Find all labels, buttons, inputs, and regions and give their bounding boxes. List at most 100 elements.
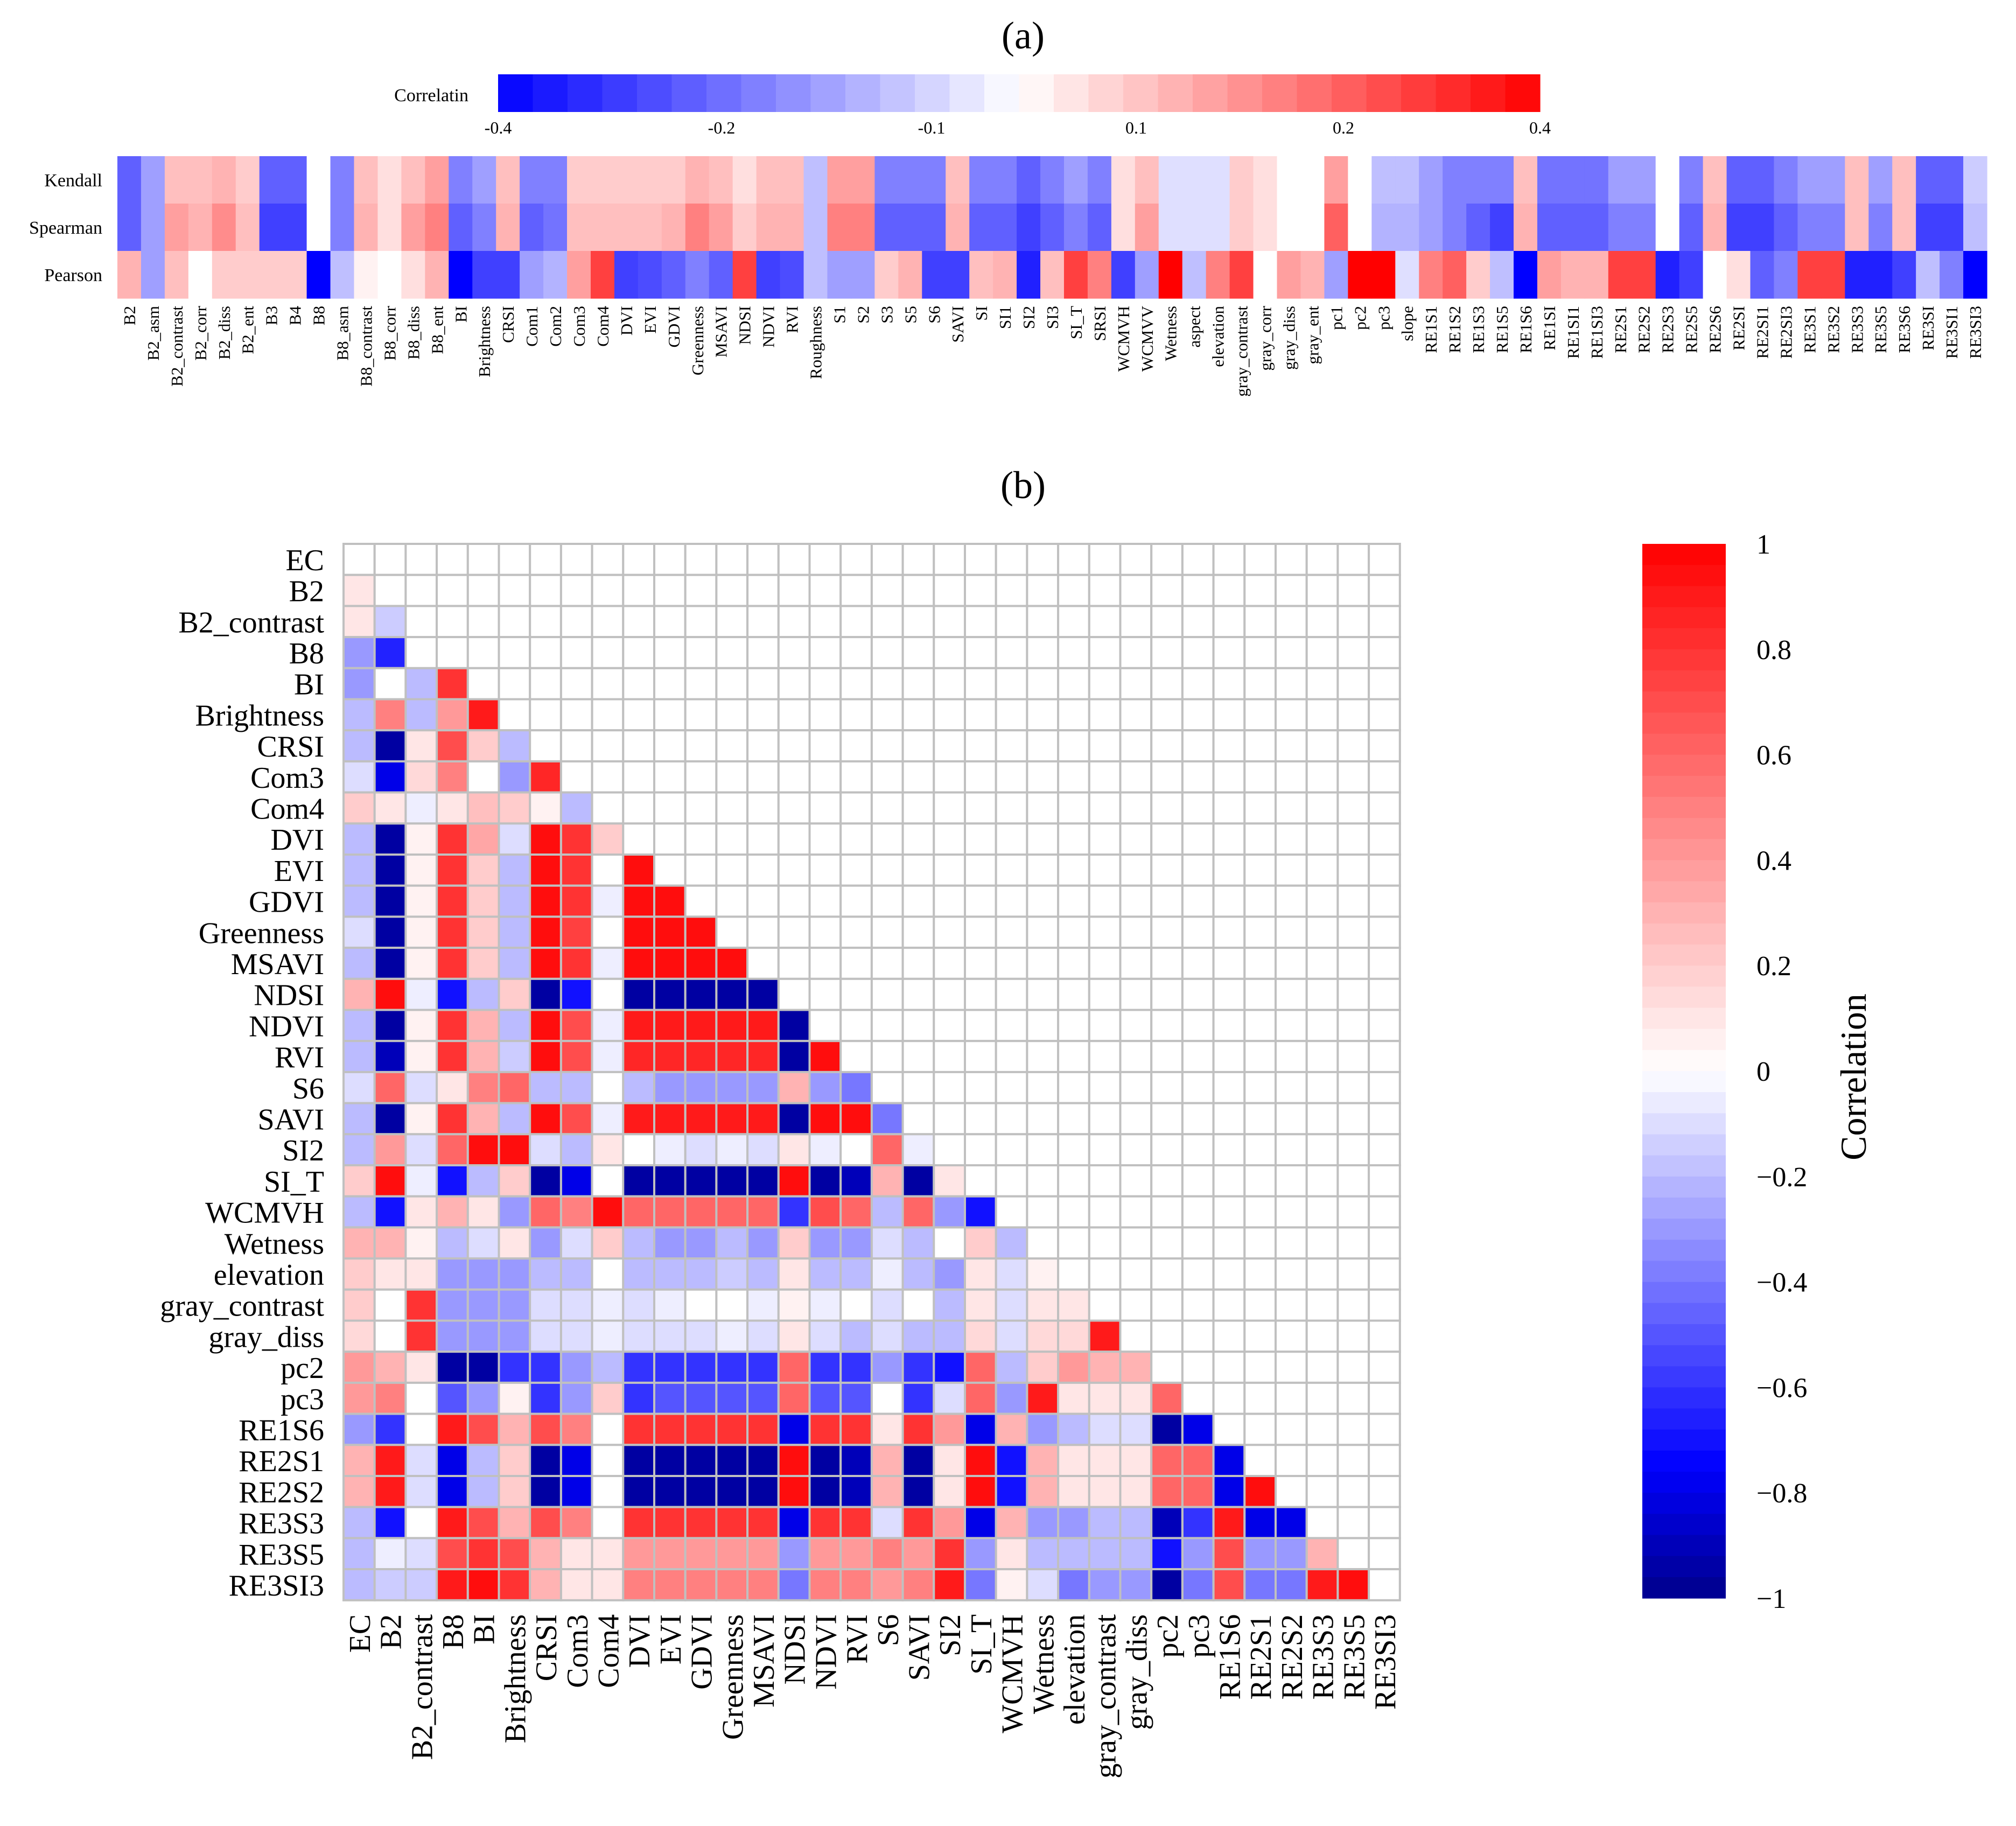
heatmap-b-cell [746, 1164, 780, 1198]
heatmap-a-cell [1632, 251, 1656, 299]
colorbar-b-tick-label: 0.2 [1756, 951, 1791, 982]
heatmap-b-cell [1181, 1257, 1215, 1291]
heatmap-b-cell [964, 884, 997, 918]
heatmap-b-cell [1119, 698, 1153, 732]
colorbar-a-step [602, 74, 638, 112]
heatmap-a-cell [1490, 251, 1514, 299]
heatmap-b-cell [1275, 1164, 1308, 1198]
heatmap-a-cell [330, 156, 355, 204]
heatmap-b-cell [715, 1319, 749, 1353]
heatmap-a-column-label: SI_T [1067, 306, 1086, 339]
heatmap-a-cell [1560, 156, 1585, 204]
heatmap-b-cell [373, 1568, 407, 1601]
heatmap-b-cell [777, 1071, 811, 1104]
heatmap-b-cell [995, 1040, 1028, 1073]
heatmap-b-cell [1275, 1475, 1308, 1508]
heatmap-b-cell [466, 977, 500, 1011]
heatmap-b-cell [436, 1288, 469, 1322]
colorbar-a-tick-label: 0.4 [1529, 118, 1551, 137]
heatmap-b-cell [808, 573, 842, 607]
heatmap-b-cell [684, 822, 718, 856]
heatmap-b-cell [559, 822, 593, 856]
heatmap-b-cell [1119, 977, 1153, 1011]
heatmap-b-cell [933, 1319, 967, 1353]
heatmap-a-column-label: SI2 [1019, 306, 1038, 329]
heatmap-a-cell [188, 156, 213, 204]
heatmap-a-cell [354, 156, 379, 204]
heatmap-b-cell [964, 1133, 997, 1167]
heatmap-b-cell [684, 543, 718, 576]
heatmap-b-cell [995, 1133, 1028, 1167]
heatmap-b-cell [436, 884, 469, 918]
heatmap-b-row-label: RVI [275, 1041, 324, 1074]
heatmap-b-cell [1150, 977, 1184, 1011]
heatmap-a-cell [1608, 251, 1633, 299]
heatmap-b-cell [933, 1164, 967, 1198]
heatmap-b-cell [684, 1537, 718, 1571]
heatmap-b-cell [1212, 1444, 1246, 1478]
heatmap-b-cell [715, 1506, 749, 1540]
heatmap-b-cell [653, 1164, 687, 1198]
colorbar-b-step [1642, 1408, 1726, 1430]
heatmap-b-cell [839, 729, 873, 762]
heatmap-b-cell [1275, 636, 1308, 669]
heatmap-b-cell [436, 698, 469, 732]
heatmap-b-cell [1336, 760, 1370, 794]
heatmap-b-cell [901, 1288, 935, 1322]
heatmap-b-cell [1088, 1319, 1122, 1353]
heatmap-b-cell [653, 822, 687, 856]
heatmap-b-cell [1026, 853, 1060, 887]
heatmap-b-cell [466, 791, 500, 825]
heatmap-b-cell [1243, 884, 1277, 918]
heatmap-b-cell [1275, 853, 1308, 887]
heatmap-b-cell [342, 947, 376, 980]
heatmap-a-cell [1277, 251, 1301, 299]
heatmap-a-cell [1277, 156, 1301, 204]
heatmap-b-cell [529, 543, 562, 576]
heatmap-b-row-label: CRSI [257, 730, 325, 764]
heatmap-b-row-label: B2_contrast [178, 606, 324, 639]
heatmap-a-column-label: SRSI [1090, 306, 1109, 341]
heatmap-a-column-label: RE2SI3 [1776, 306, 1795, 359]
heatmap-b-cell [653, 853, 687, 887]
heatmap-b-cell [653, 1226, 687, 1260]
heatmap-a-cell [1679, 204, 1704, 251]
heatmap-b-cell [933, 1351, 967, 1384]
heatmap-b-cell [870, 605, 904, 639]
heatmap-a-column-label: RE2SI [1730, 306, 1748, 351]
heatmap-b-cell [1368, 977, 1401, 1011]
heatmap-b-cell [839, 1444, 873, 1478]
heatmap-b-cell [1368, 605, 1401, 639]
heatmap-a-cell [1395, 156, 1419, 204]
heatmap-a-column-label: elevation [1209, 306, 1228, 367]
heatmap-a-cell [1206, 156, 1230, 204]
heatmap-b-cell [622, 853, 656, 887]
heatmap-b-cell [746, 1475, 780, 1508]
heatmap-a-cell [1158, 251, 1183, 299]
heatmap-b-cell [777, 543, 811, 576]
heatmap-b-cell [498, 729, 531, 762]
heatmap-b-cell [746, 884, 780, 918]
heatmap-b-row-label: Wetness [225, 1227, 324, 1261]
heatmap-b-cell [777, 1102, 811, 1136]
heatmap-b-cell [870, 1537, 904, 1571]
heatmap-b-cell [1150, 884, 1184, 918]
heatmap-b-cell [901, 543, 935, 576]
colorbar-b-step [1642, 1282, 1726, 1304]
heatmap-a-cell [377, 251, 402, 299]
heatmap-b-cell [1181, 1288, 1215, 1322]
heatmap-b-cell [964, 1288, 997, 1322]
heatmap-a-column-label: RVI [783, 306, 802, 333]
heatmap-a-cell [449, 156, 473, 204]
heatmap-b-cell [373, 760, 407, 794]
heatmap-b-cell [901, 605, 935, 639]
heatmap-b-cell [466, 1226, 500, 1260]
heatmap-b-cell [964, 1351, 997, 1384]
heatmap-b-cell [1057, 853, 1090, 887]
colorbar-a-step [845, 74, 881, 112]
heatmap-a-cell [377, 156, 402, 204]
heatmap-b-cell [1243, 1226, 1277, 1260]
heatmap-b-cell [529, 884, 562, 918]
heatmap-b-cell [839, 1071, 873, 1104]
heatmap-a-cell [188, 251, 213, 299]
